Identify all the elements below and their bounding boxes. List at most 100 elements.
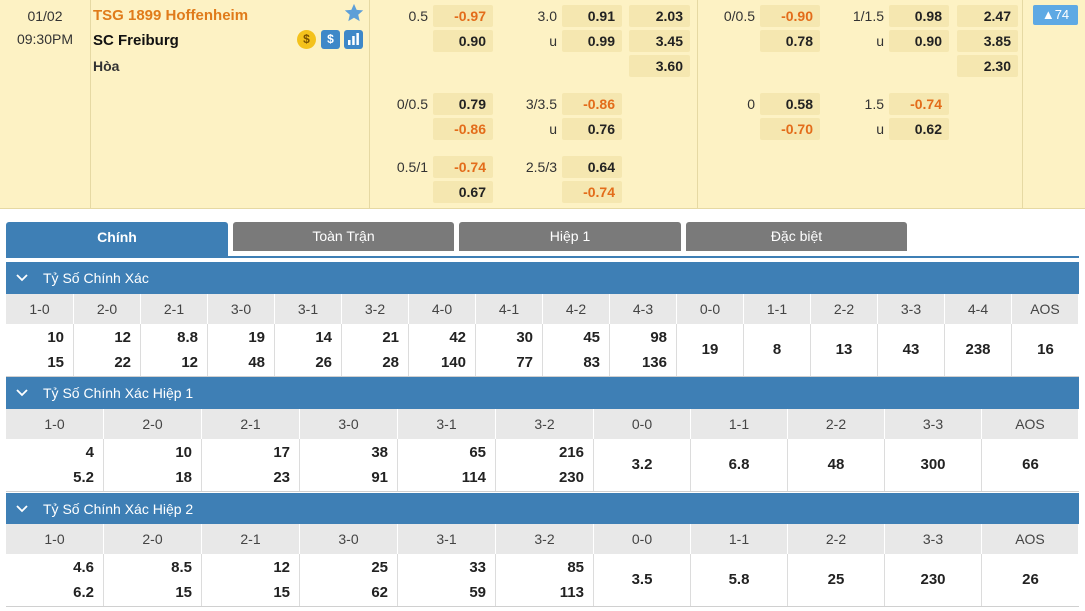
draw-score-odds[interactable]: 19 xyxy=(701,341,719,358)
home-score-odds[interactable]: 12 xyxy=(273,559,290,576)
score-odds-cell[interactable]: 38 91 xyxy=(300,439,398,491)
home-score-odds[interactable]: 30 xyxy=(516,329,533,346)
score-odds-cell[interactable]: 16 xyxy=(1012,324,1079,376)
draw-score-odds[interactable]: 66 xyxy=(1022,456,1039,473)
star-icon[interactable] xyxy=(343,2,365,24)
dollar-icon[interactable]: $ xyxy=(321,30,340,49)
ft-handicap-away-odds[interactable]: -0.86 xyxy=(433,118,493,140)
score-odds-cell[interactable]: 12 22 xyxy=(74,324,141,376)
tab-hiep-1[interactable]: Hiệp 1 xyxy=(459,222,681,251)
draw-score-odds[interactable]: 238 xyxy=(965,341,991,358)
score-odds-cell[interactable]: 48 xyxy=(788,439,885,491)
score-odds-cell[interactable]: 19 xyxy=(677,324,744,376)
ft-under-odds[interactable]: 0.99 xyxy=(562,30,622,52)
draw-score-odds[interactable]: 13 xyxy=(835,341,853,358)
score-odds-cell[interactable]: 17 23 xyxy=(202,439,300,491)
score-odds-cell[interactable]: 10 18 xyxy=(104,439,202,491)
home-score-odds[interactable]: 12 xyxy=(114,329,131,346)
away-score-odds[interactable]: 114 xyxy=(461,469,486,486)
draw-score-odds[interactable]: 300 xyxy=(920,456,946,473)
away-score-odds[interactable]: 59 xyxy=(469,584,486,601)
home-score-odds[interactable]: 14 xyxy=(315,329,332,346)
away-score-odds[interactable]: 15 xyxy=(47,354,64,371)
away-score-odds[interactable]: 140 xyxy=(440,354,466,371)
away-score-odds[interactable]: 22 xyxy=(114,354,131,371)
ft-handicap-home-odds[interactable]: -0.97 xyxy=(433,5,493,27)
h1-over-odds[interactable]: -0.74 xyxy=(889,93,949,115)
home-score-odds[interactable]: 4.6 xyxy=(73,559,94,576)
draw-score-odds[interactable]: 5.8 xyxy=(728,571,750,588)
away-score-odds[interactable]: 5.2 xyxy=(73,469,94,486)
home-score-odds[interactable]: 8.8 xyxy=(177,329,198,346)
home-score-odds[interactable]: 10 xyxy=(175,444,192,461)
score-odds-cell[interactable]: 230 xyxy=(885,554,982,606)
score-odds-cell[interactable]: 45 83 xyxy=(543,324,610,376)
home-team-name[interactable]: TSG 1899 Hoffenheim xyxy=(93,7,249,24)
score-odds-cell[interactable]: 26 xyxy=(982,554,1079,606)
away-score-odds[interactable]: 230 xyxy=(558,469,584,486)
score-odds-cell[interactable]: 25 xyxy=(788,554,885,606)
score-odds-cell[interactable]: 33 59 xyxy=(398,554,496,606)
away-score-odds[interactable]: 28 xyxy=(382,354,399,371)
away-score-odds[interactable]: 91 xyxy=(371,469,388,486)
ft-handicap-home-odds[interactable]: -0.74 xyxy=(433,156,493,178)
home-score-odds[interactable]: 4 xyxy=(85,444,94,461)
score-odds-cell[interactable]: 43 xyxy=(878,324,945,376)
score-odds-cell[interactable]: 300 xyxy=(885,439,982,491)
away-score-odds[interactable]: 15 xyxy=(273,584,290,601)
score-odds-cell[interactable]: 42 140 xyxy=(409,324,476,376)
h1-handicap-away-odds[interactable]: -0.70 xyxy=(760,118,820,140)
tab-chinh[interactable]: Chính xyxy=(6,222,228,257)
h1-handicap-home-odds[interactable]: 0.58 xyxy=(760,93,820,115)
home-score-odds[interactable]: 25 xyxy=(371,559,388,576)
h1-over-odds[interactable]: 0.98 xyxy=(889,5,949,27)
score-odds-cell[interactable]: 98 136 xyxy=(610,324,677,376)
ft-handicap-home-odds[interactable]: 0.79 xyxy=(433,93,493,115)
draw-score-odds[interactable]: 48 xyxy=(827,456,845,473)
draw-score-odds[interactable]: 26 xyxy=(1022,571,1039,588)
away-score-odds[interactable]: 23 xyxy=(273,469,290,486)
score-odds-cell[interactable]: 6.8 xyxy=(691,439,788,491)
away-score-odds[interactable]: 6.2 xyxy=(73,584,94,601)
score-odds-cell[interactable]: 14 26 xyxy=(275,324,342,376)
score-odds-cell[interactable]: 8.5 15 xyxy=(104,554,202,606)
score-odds-cell[interactable]: 3.5 xyxy=(594,554,691,606)
away-team-name[interactable]: SC Freiburg xyxy=(93,32,179,49)
coin-icon[interactable]: $ xyxy=(297,30,316,49)
more-markets-button[interactable]: ▲74 xyxy=(1033,5,1078,25)
score-odds-cell[interactable]: 85 113 xyxy=(496,554,594,606)
home-score-odds[interactable]: 98 xyxy=(650,329,667,346)
h1-1x2-home[interactable]: 2.47 xyxy=(957,5,1018,27)
draw-score-odds[interactable]: 3.2 xyxy=(631,456,653,473)
draw-score-odds[interactable]: 43 xyxy=(902,341,920,358)
away-score-odds[interactable]: 136 xyxy=(641,354,667,371)
section-header-correct-score-h1[interactable]: Tỷ Số Chính Xác Hiệp 1 xyxy=(6,377,1079,409)
away-score-odds[interactable]: 15 xyxy=(175,584,192,601)
score-odds-cell[interactable]: 8 xyxy=(744,324,811,376)
away-score-odds[interactable]: 18 xyxy=(175,469,192,486)
ft-1x2-draw[interactable]: 3.60 xyxy=(629,55,690,77)
tab-dac-biet[interactable]: Đặc biệt xyxy=(686,222,907,251)
home-score-odds[interactable]: 17 xyxy=(273,444,290,461)
ft-1x2-home[interactable]: 2.03 xyxy=(629,5,690,27)
draw-score-odds[interactable]: 25 xyxy=(827,571,845,588)
away-score-odds[interactable]: 48 xyxy=(248,354,265,371)
away-score-odds[interactable]: 62 xyxy=(371,584,388,601)
ft-over-odds[interactable]: 0.64 xyxy=(562,156,622,178)
score-odds-cell[interactable]: 10 15 xyxy=(6,324,74,376)
draw-score-odds[interactable]: 8 xyxy=(772,341,782,358)
score-odds-cell[interactable]: 66 xyxy=(982,439,1079,491)
score-odds-cell[interactable]: 19 48 xyxy=(208,324,275,376)
away-score-odds[interactable]: 113 xyxy=(559,584,584,601)
score-odds-cell[interactable]: 238 xyxy=(945,324,1012,376)
section-header-correct-score-h2[interactable]: Tỷ Số Chính Xác Hiệp 2 xyxy=(6,493,1079,525)
score-odds-cell[interactable]: 4 5.2 xyxy=(6,439,104,491)
ft-handicap-away-odds[interactable]: 0.90 xyxy=(433,30,493,52)
score-odds-cell[interactable]: 21 28 xyxy=(342,324,409,376)
score-odds-cell[interactable]: 12 15 xyxy=(202,554,300,606)
score-odds-cell[interactable]: 216 230 xyxy=(496,439,594,491)
home-score-odds[interactable]: 65 xyxy=(469,444,486,461)
chart-icon[interactable] xyxy=(344,30,363,49)
home-score-odds[interactable]: 38 xyxy=(371,444,388,461)
h1-handicap-home-odds[interactable]: -0.90 xyxy=(760,5,820,27)
